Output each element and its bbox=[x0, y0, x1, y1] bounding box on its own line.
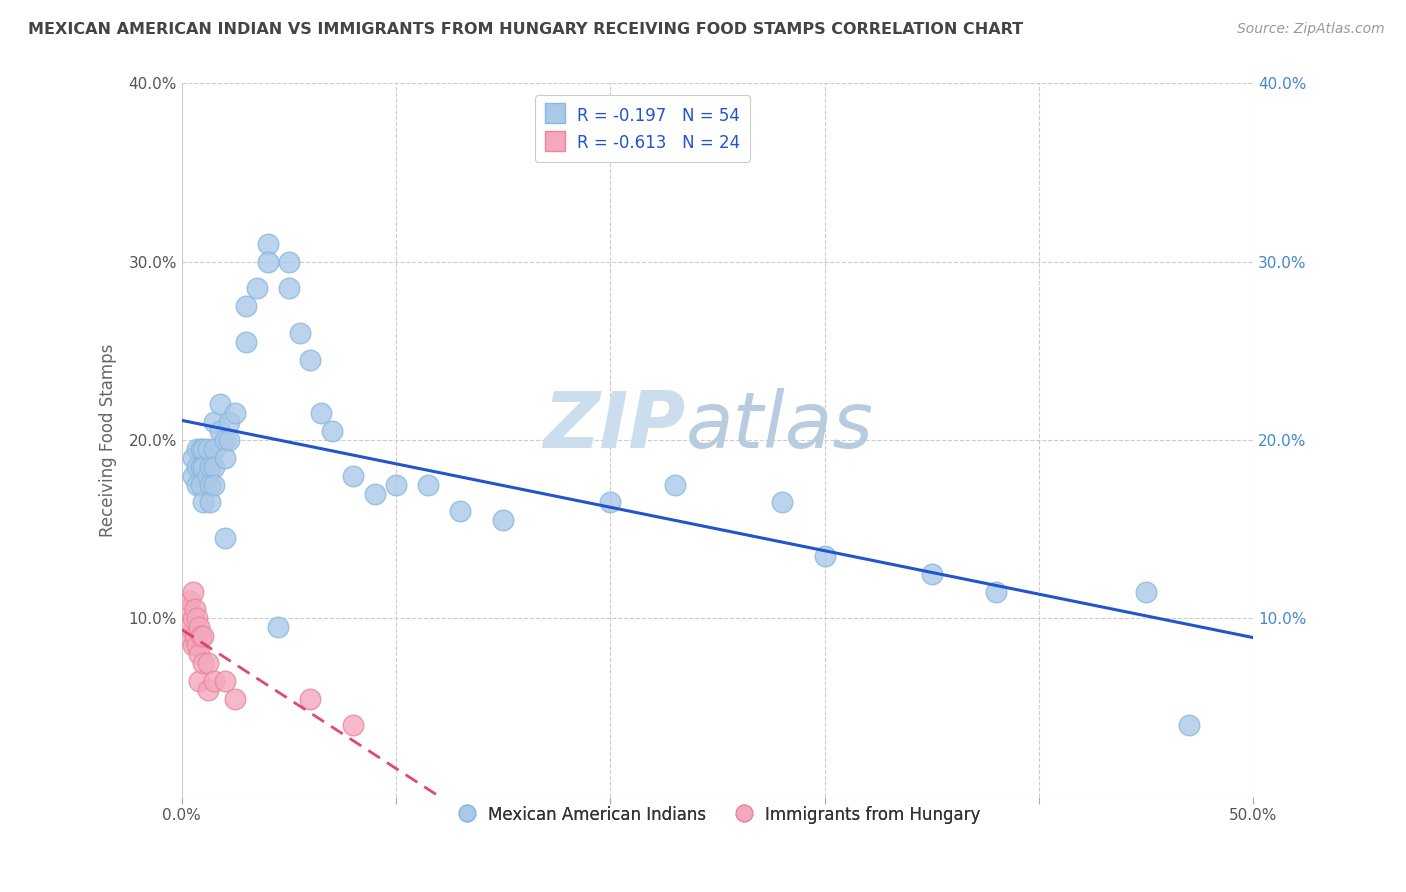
Point bbox=[599, 495, 621, 509]
Point bbox=[224, 691, 246, 706]
Point bbox=[278, 281, 301, 295]
Point bbox=[177, 629, 200, 643]
Point bbox=[218, 415, 240, 429]
Point bbox=[385, 477, 408, 491]
Point bbox=[202, 415, 225, 429]
Point bbox=[188, 647, 211, 661]
Point bbox=[186, 638, 208, 652]
Point bbox=[181, 611, 204, 625]
Point bbox=[179, 593, 201, 607]
Point bbox=[183, 602, 205, 616]
Point bbox=[214, 433, 236, 447]
Point bbox=[256, 254, 278, 268]
Point bbox=[209, 424, 232, 438]
Point bbox=[321, 424, 343, 438]
Legend: Mexican American Indians, Immigrants from Hungary: Mexican American Indians, Immigrants fro… bbox=[449, 798, 987, 831]
Point bbox=[449, 504, 471, 518]
Point bbox=[181, 638, 204, 652]
Point bbox=[235, 299, 257, 313]
Point bbox=[190, 477, 212, 491]
Point bbox=[342, 718, 364, 732]
Point bbox=[202, 442, 225, 456]
Point bbox=[186, 477, 208, 491]
Point bbox=[278, 254, 301, 268]
Point bbox=[190, 629, 212, 643]
Point bbox=[181, 584, 204, 599]
Point bbox=[214, 450, 236, 465]
Point bbox=[1178, 718, 1201, 732]
Point bbox=[197, 442, 219, 456]
Point bbox=[267, 620, 290, 634]
Point bbox=[492, 513, 515, 527]
Point bbox=[814, 549, 837, 563]
Point bbox=[342, 468, 364, 483]
Point bbox=[197, 656, 219, 670]
Point bbox=[181, 468, 204, 483]
Point bbox=[193, 442, 215, 456]
Y-axis label: Receiving Food Stamps: Receiving Food Stamps bbox=[100, 343, 117, 537]
Point bbox=[202, 477, 225, 491]
Point bbox=[1135, 584, 1157, 599]
Point bbox=[186, 442, 208, 456]
Point bbox=[246, 281, 269, 295]
Point bbox=[256, 236, 278, 251]
Point bbox=[214, 673, 236, 688]
Point bbox=[193, 459, 215, 474]
Point bbox=[188, 673, 211, 688]
Point bbox=[183, 629, 205, 643]
Point bbox=[188, 620, 211, 634]
Text: ZIP: ZIP bbox=[543, 388, 685, 464]
Point bbox=[418, 477, 440, 491]
Point bbox=[209, 397, 232, 411]
Point bbox=[197, 682, 219, 697]
Text: atlas: atlas bbox=[685, 388, 873, 464]
Point bbox=[363, 486, 385, 500]
Point bbox=[193, 656, 215, 670]
Text: Source: ZipAtlas.com: Source: ZipAtlas.com bbox=[1237, 22, 1385, 37]
Point bbox=[299, 691, 322, 706]
Point bbox=[193, 495, 215, 509]
Point bbox=[984, 584, 1007, 599]
Point bbox=[186, 611, 208, 625]
Point bbox=[235, 334, 257, 349]
Point bbox=[770, 495, 793, 509]
Point bbox=[198, 477, 221, 491]
Text: MEXICAN AMERICAN INDIAN VS IMMIGRANTS FROM HUNGARY RECEIVING FOOD STAMPS CORRELA: MEXICAN AMERICAN INDIAN VS IMMIGRANTS FR… bbox=[28, 22, 1024, 37]
Point bbox=[224, 406, 246, 420]
Point bbox=[921, 566, 943, 581]
Point bbox=[664, 477, 686, 491]
Point bbox=[197, 468, 219, 483]
Point bbox=[190, 442, 212, 456]
Point bbox=[198, 495, 221, 509]
Point bbox=[186, 459, 208, 474]
Point bbox=[218, 433, 240, 447]
Point bbox=[309, 406, 332, 420]
Point bbox=[193, 629, 215, 643]
Point bbox=[288, 326, 311, 340]
Point bbox=[190, 459, 212, 474]
Point bbox=[181, 450, 204, 465]
Point bbox=[202, 673, 225, 688]
Point bbox=[202, 459, 225, 474]
Point bbox=[177, 602, 200, 616]
Point bbox=[198, 459, 221, 474]
Point bbox=[299, 352, 322, 367]
Point bbox=[179, 620, 201, 634]
Point bbox=[214, 531, 236, 545]
